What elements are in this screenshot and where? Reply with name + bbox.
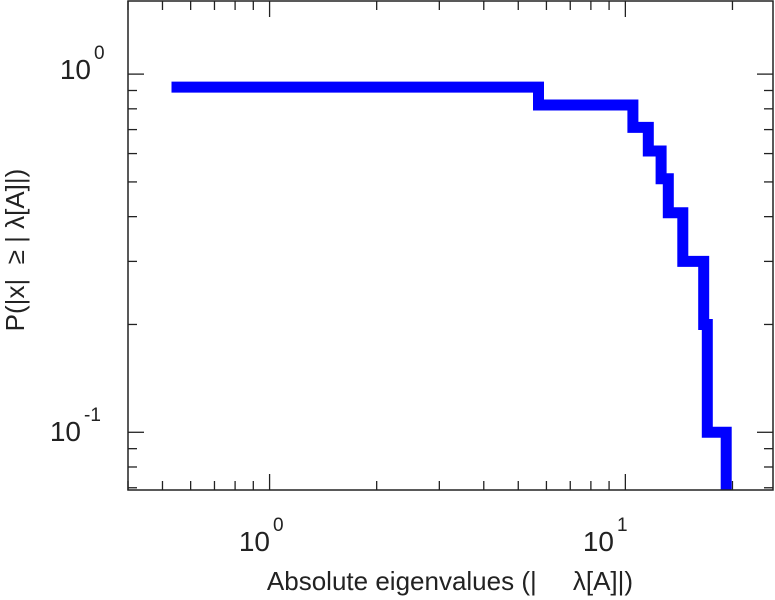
y-tick-label-0-1: 10 (50, 416, 81, 447)
tick-marks (127, 1, 773, 490)
y-tick-label-1: 10 (60, 54, 91, 85)
y-tick-exponent-0-1: -1 (84, 405, 101, 426)
y-axis-label: P(|x| ≥ | λ[A]|) (0, 169, 30, 332)
x-tick-exponent-10: 1 (617, 515, 628, 536)
x-axis-label: Absolute eigenvalues (| λ[A]|) (267, 566, 633, 596)
plot-frame (127, 0, 774, 491)
series-line-step (171, 81, 732, 490)
y-tick-exponent-1: 0 (94, 43, 105, 64)
x-tick-label-10: 10 (583, 526, 614, 557)
x-tick-exponent-1: 0 (273, 515, 284, 536)
x-tick-label-1: 10 (239, 526, 270, 557)
